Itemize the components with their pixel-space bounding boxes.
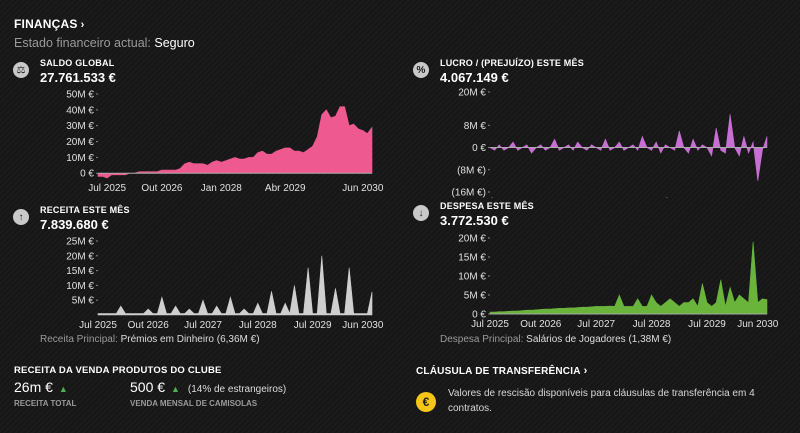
lucro-x-tick: Jun 2030 [737, 197, 779, 198]
percent-icon: % [413, 62, 429, 78]
saldo-x-tick: Jul 2025 [88, 183, 126, 194]
receita-y-tick: 25M € [66, 237, 94, 248]
lucro-label: LUCRO / (PREJUÍZO) ESTE MÊS [440, 58, 584, 68]
despesa-principal: Despesa Principal: Salários de Jogadores… [440, 334, 671, 345]
receita-y-tick: 5M € [72, 296, 95, 307]
lucro-y-tick: 20M € [458, 88, 486, 99]
merch-shirts-label: VENDA MENSAL DE CAMISOLAS [130, 399, 258, 408]
lucro-y-tick: 0 € [472, 143, 486, 154]
receita-x-tick: Jul 2028 [239, 320, 277, 330]
receita-principal-value: Prémios em Dinheiro (6,36M €) [120, 334, 260, 345]
merch-title: RECEITA DA VENDA PRODUTOS DO CLUBE [14, 365, 222, 376]
lucro-x-tick: Jul 2025 [480, 197, 518, 198]
merch-shirts-value: 500 € [130, 379, 166, 395]
status-value: Seguro [154, 36, 195, 50]
despesa-series-area [489, 241, 768, 315]
saldo-x-tick: Jun 2030 [342, 183, 384, 194]
lucro-y-tick: (16M €) [452, 188, 486, 199]
merch-total-value: 26m € [14, 379, 53, 395]
despesa-y-tick: 20M € [458, 234, 486, 245]
receita-y-tick: 20M € [66, 251, 94, 262]
saldo-x-tick: Jan 2028 [201, 183, 243, 194]
clause-text: Valores de rescisão disponíveis para clá… [448, 388, 755, 414]
saldo-y-tick: 20M € [66, 137, 94, 148]
saldo-x-tick: Abr 2029 [265, 183, 306, 194]
despesa-label: DESPESA ESTE MÊS [440, 201, 534, 211]
trend-up-icon: ▲ [171, 384, 180, 394]
lucro-series-area [489, 114, 768, 181]
despesa-x-tick: Out 2026 [520, 319, 562, 330]
saldo-series-area [97, 106, 373, 179]
merch-total-label: RECEITA TOTAL [14, 399, 77, 408]
lucro-y-tick: (8M €) [457, 165, 486, 176]
lucro-x-tick: Out 2026 [534, 197, 576, 198]
despesa-y-tick: 5M € [464, 291, 487, 302]
despesa-x-tick: Jul 2027 [577, 319, 615, 330]
receita-y-tick: 10M € [66, 281, 94, 292]
despesa-principal-value: Salários de Jogadores (1,38M €) [526, 334, 672, 345]
finances-title-text: FINANÇAS [14, 17, 78, 31]
despesa-chart[interactable]: 20M € 15M € 10M € 5M € 0 €Jul 2025 Out 2026 Ju… [440, 230, 795, 331]
receita-x-tick: Jun 2030 [342, 320, 384, 330]
clause-title[interactable]: CLÁUSULA DE TRANSFERÊNCIA › [416, 365, 588, 377]
saldo-y-tick: 50M € [66, 90, 94, 101]
saldo-y-tick: 40M € [66, 105, 94, 116]
receita-label: RECEITA ESTE MÊS [40, 205, 130, 215]
chevron-right-icon: › [80, 19, 85, 31]
merch-shirts: 500 € ▲ (14% de estrangeiros) [130, 379, 286, 395]
trend-up-icon: ▲ [58, 384, 68, 394]
lucro-x-tick: Abr 2029 [659, 197, 700, 198]
despesa-x-tick: Jul 2025 [471, 319, 509, 330]
receita-chart[interactable]: 25M € 20M € 15M € 10M € 5M € Jul 2025 Out 2026… [40, 233, 400, 331]
euro-coin-icon: € [416, 392, 436, 412]
receita-x-tick: Jul 2025 [79, 320, 117, 330]
despesa-x-tick: Jul 2028 [633, 319, 671, 330]
receita-value: 7.839.680 € [40, 217, 109, 232]
lucro-x-tick: Jan 2028 [594, 197, 636, 198]
despesa-principal-label: Despesa Principal: [440, 334, 524, 345]
receita-x-tick: Jul 2027 [184, 320, 222, 330]
despesa-x-tick: Jul 2029 [688, 319, 726, 330]
finances-title[interactable]: FINANÇAS › [14, 17, 84, 31]
lucro-value: 4.067.149 € [440, 70, 509, 85]
financial-status: Estado financeiro actual: Seguro [14, 36, 195, 50]
receita-x-tick: Out 2026 [128, 320, 170, 330]
saldo-label: SALDO GLOBAL [40, 58, 115, 68]
status-label: Estado financeiro actual: [14, 36, 151, 50]
saldo-x-tick: Out 2026 [141, 183, 183, 194]
saldo-chart[interactable]: 50M € 40M € 30M € 20M € 10M € 0 € Jul 2025 Out … [40, 86, 400, 196]
receita-principal-label: Receita Principal: [40, 334, 118, 345]
despesa-value: 3.772.530 € [440, 213, 509, 228]
despesa-y-tick: 0 € [472, 310, 486, 321]
saldo-y-tick: 30M € [66, 121, 94, 132]
merch-shirts-note: (14% de estrangeiros) [187, 384, 287, 395]
saldo-value: 27.761.533 € [40, 70, 116, 85]
clause-title-text: CLÁUSULA DE TRANSFERÊNCIA [416, 366, 581, 377]
merch-total: 26m € ▲ [14, 379, 68, 395]
receita-y-tick: 15M € [66, 266, 94, 277]
receita-x-tick: Jul 2029 [294, 320, 332, 330]
chevron-right-icon: › [583, 365, 588, 377]
arrow-down-icon: ↓ [413, 205, 429, 221]
lucro-chart[interactable]: 20M € 8M € 0 € (8M €) (16M €)Jul 2025 Out 202… [440, 86, 795, 199]
despesa-x-tick: Jun 2030 [737, 319, 779, 330]
arrow-up-icon: ↑ [13, 209, 29, 225]
balance-scale-icon: ⚖ [13, 62, 29, 78]
despesa-y-tick: 10M € [458, 272, 486, 283]
saldo-y-tick: 10M € [66, 153, 94, 164]
receita-principal: Receita Principal: Prémios em Dinheiro (… [40, 334, 260, 345]
saldo-y-tick: 0 € [80, 169, 94, 180]
receita-series-area [97, 255, 373, 316]
lucro-y-tick: 8M € [464, 121, 487, 132]
despesa-y-tick: 15M € [458, 253, 486, 264]
